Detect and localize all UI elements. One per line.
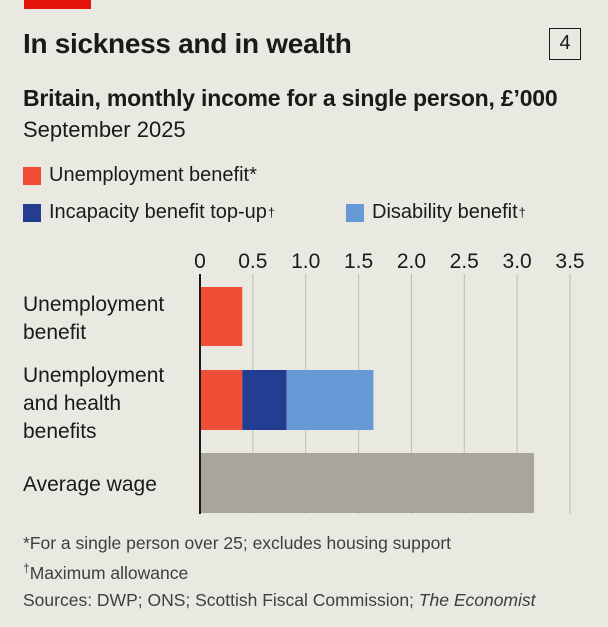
legend-mark-disability: † [518,205,526,220]
legend-item-unemployment: Unemployment benefit* [23,164,257,187]
chart-number: 4 [549,28,581,60]
x-tick-label: 3.5 [555,250,584,273]
footnote-allowance: †Maximum allowance [23,561,188,584]
bar-segment [200,453,535,513]
legend-label-unemployment: Unemployment benefit* [49,164,257,186]
legend-item-incapacity: Incapacity benefit top-up † [23,201,275,224]
bar-segment [242,370,287,430]
sources: Sources: DWP; ONS; Scottish Fiscal Commi… [23,590,536,611]
legend-label-disability: Disability benefit [372,201,518,223]
x-tick-label: 0.5 [238,250,267,273]
footnote-mark: † [23,561,30,575]
category-label: Average wage [23,473,157,496]
x-tick-label: 2.0 [397,250,426,273]
bar-segment [200,287,243,346]
footnote-housing: *For a single person over 25; excludes h… [23,533,452,553]
category-label: Unemployment [23,293,164,316]
x-tick-label: 1.5 [344,250,373,273]
x-tick-label: 1.0 [291,250,320,273]
chart-subtitle: Britain, monthly income for a single per… [23,85,558,111]
legend-swatch-incapacity [23,203,41,222]
category-label: Unemployment [23,364,164,387]
legend-swatch-disability [346,203,364,222]
sources-italic: The Economist [418,590,536,610]
legend-mark-incapacity: † [267,205,276,220]
chart-title: In sickness and in wealth [23,28,352,59]
sources-text: Sources: DWP; ONS; Scottish Fiscal Commi… [23,590,419,610]
accent-bar [24,0,91,9]
bar-segment [286,370,374,430]
bar-segment [200,370,243,430]
legend-item-disability: Disability benefit † [346,201,526,224]
x-tick-label: 0 [194,250,206,273]
category-label: and health [23,392,121,415]
legend-swatch-unemployment [23,166,41,185]
category-label: benefit [23,321,86,344]
category-label: benefits [23,420,97,443]
chart-date: September 2025 [23,117,186,142]
x-tick-label: 3.0 [503,250,532,273]
x-tick-label: 2.5 [450,250,479,273]
footnote-allowance-text: Maximum allowance [29,562,189,583]
legend-label-incapacity: Incapacity benefit top-up [49,201,267,223]
